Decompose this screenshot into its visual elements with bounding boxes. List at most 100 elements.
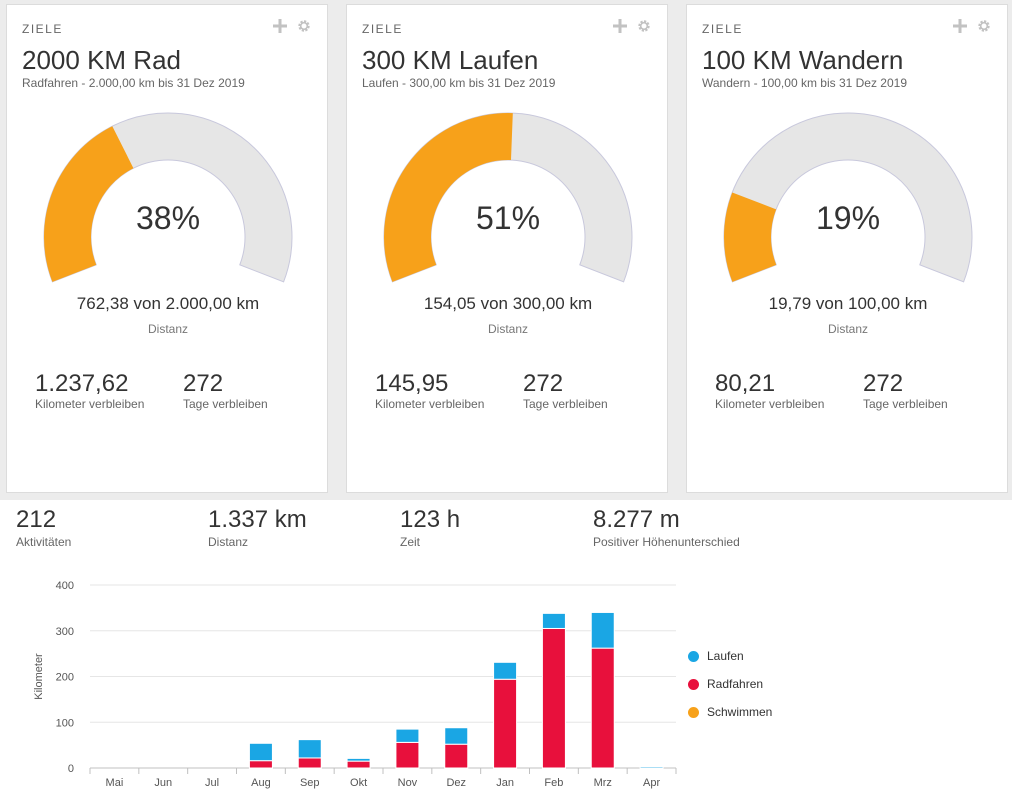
remaining-km-stat: 1.237,62 Kilometer verbleiben [35, 370, 144, 411]
x-tick-label: Apr [643, 777, 660, 789]
legend-dot-schwimmen [688, 706, 699, 718]
bar-radfahren [444, 743, 469, 769]
card-actions [611, 17, 653, 35]
bar-radfahren [346, 760, 371, 769]
legend-dot-laufen [688, 650, 699, 662]
summary-time: 123 h Zeit [400, 506, 460, 549]
bar-radfahren [248, 760, 273, 769]
remaining-km-label: Kilometer verbleiben [375, 397, 485, 411]
legend-item-schwimmen[interactable]: Schwimmen [688, 698, 772, 726]
bar-radfahren [590, 647, 615, 769]
goal-subtitle: Wandern - 100,00 km bis 31 Dez 2019 [702, 76, 908, 90]
remaining-km-label: Kilometer verbleiben [715, 397, 825, 411]
bar-laufen [346, 757, 371, 762]
bar-laufen [395, 728, 420, 743]
x-tick-label: Mrz [594, 777, 612, 789]
gauge-progress-arc [43, 126, 134, 282]
remaining-km-label: Kilometer verbleiben [35, 397, 145, 411]
summary-value: 8.277 m [593, 506, 680, 533]
bar-radfahren [493, 678, 518, 769]
bar-laufen [590, 611, 615, 649]
card-actions [271, 17, 313, 35]
card-header: ZIELE [22, 22, 63, 36]
remaining-km-stat: 80,21 Kilometer verbleiben [715, 370, 824, 411]
x-tick-label: Sep [300, 777, 320, 789]
goal-card: ZIELE 100 KM Wandern Wandern - 100,00 km… [686, 4, 1008, 493]
legend-dot-radfahren [688, 678, 699, 690]
remaining-days-label: Tage verbleiben [523, 397, 608, 411]
monthly-distance-chart: 0 100 200 300 400 Kilometer Mai Jun Jul Aug Sep Okt… [33, 580, 677, 789]
bar-radfahren [297, 757, 322, 769]
goal-distance-caption: Distanz [147, 322, 188, 336]
legend-item-laufen[interactable]: Laufen [688, 642, 772, 670]
gear-icon[interactable] [295, 17, 313, 35]
y-tick-label: 200 [56, 672, 74, 684]
goal-card: ZIELE 300 KM Laufen Laufen - 300,00 km b… [346, 4, 668, 493]
x-tick-label: Nov [398, 777, 418, 789]
goal-subtitle: Laufen - 300,00 km bis 31 Dez 2019 [362, 76, 556, 90]
gear-icon[interactable] [635, 17, 653, 35]
bar-laufen [639, 766, 664, 769]
summary-value: 212 [16, 506, 57, 533]
remaining-km-value: 80,21 [715, 370, 776, 397]
goal-gauge [723, 112, 973, 283]
y-tick-label: 0 [68, 763, 74, 775]
goal-percent: 38% [135, 200, 201, 236]
summary-label: Positiver Höhenunterschied [593, 535, 740, 549]
card-actions [951, 17, 993, 35]
summary-value: 123 h [400, 506, 461, 533]
goal-percent: 19% [815, 200, 881, 236]
goal-distance-value: 762,38 von 2.000,00 km [76, 294, 260, 313]
bar-laufen [297, 739, 322, 759]
legend-item-radfahren[interactable]: Radfahren [688, 670, 772, 698]
summary-elevation: 8.277 m Positiver Höhenunterschied [593, 506, 740, 549]
goal-distance-caption: Distanz [487, 322, 528, 336]
gauge-remaining-arc [723, 112, 973, 283]
bar-radfahren [395, 741, 420, 769]
goal-gauge [383, 112, 633, 283]
goal-distance-value: 154,05 von 300,00 km [423, 294, 593, 313]
remaining-km-value: 1.237,62 [35, 370, 129, 397]
x-tick-label: Okt [350, 777, 367, 789]
card-header: ZIELE [702, 22, 743, 36]
goals-area: ZIELE 2000 KM Rad Radfahren - 2.000,00 k… [0, 0, 1012, 500]
remaining-days-stat: 272 Tage verbleiben [523, 370, 608, 411]
summary-label: Aktivitäten [16, 535, 72, 549]
gauge-progress-arc [384, 113, 513, 282]
add-icon[interactable] [951, 17, 969, 35]
bar-radfahren [541, 627, 566, 769]
goal-subtitle: Radfahren - 2.000,00 km bis 31 Dez 2019 [22, 76, 245, 90]
legend-label: Laufen [707, 649, 744, 663]
summary-label: Zeit [400, 535, 421, 549]
bar-laufen [444, 727, 469, 745]
x-tick-label: Feb [544, 777, 563, 789]
remaining-km-value: 145,95 [375, 370, 449, 397]
goal-title: 2000 KM Rad [22, 45, 181, 75]
summary-distance: 1.337 km Distanz [208, 506, 307, 549]
gauge-progress-arc [724, 192, 777, 282]
add-icon[interactable] [271, 17, 289, 35]
legend-label: Schwimmen [707, 705, 773, 719]
goal-title: 300 KM Laufen [362, 45, 539, 75]
summary-label: Distanz [208, 535, 249, 549]
x-tick-label: Dez [446, 777, 466, 789]
card-header: ZIELE [362, 22, 403, 36]
gear-icon[interactable] [975, 17, 993, 35]
remaining-days-value: 272 [523, 370, 564, 397]
bar-laufen [493, 661, 518, 680]
remaining-days-label: Tage verbleiben [183, 397, 268, 411]
x-tick-label: Mai [106, 777, 124, 789]
x-tick-label: Jun [154, 777, 172, 789]
y-axis-label: Kilometer [33, 653, 45, 700]
goal-card: ZIELE 2000 KM Rad Radfahren - 2.000,00 k… [6, 4, 328, 493]
remaining-days-label: Tage verbleiben [863, 397, 948, 411]
chart-legend: Laufen Radfahren Schwimmen [688, 642, 772, 726]
goal-title: 100 KM Wandern [702, 45, 904, 75]
x-tick-label: Jul [205, 777, 219, 789]
add-icon[interactable] [611, 17, 629, 35]
goal-percent: 51% [475, 200, 541, 236]
remaining-days-value: 272 [183, 370, 224, 397]
remaining-km-stat: 145,95 Kilometer verbleiben [375, 370, 484, 411]
bar-laufen [248, 742, 273, 762]
remaining-days-value: 272 [863, 370, 904, 397]
